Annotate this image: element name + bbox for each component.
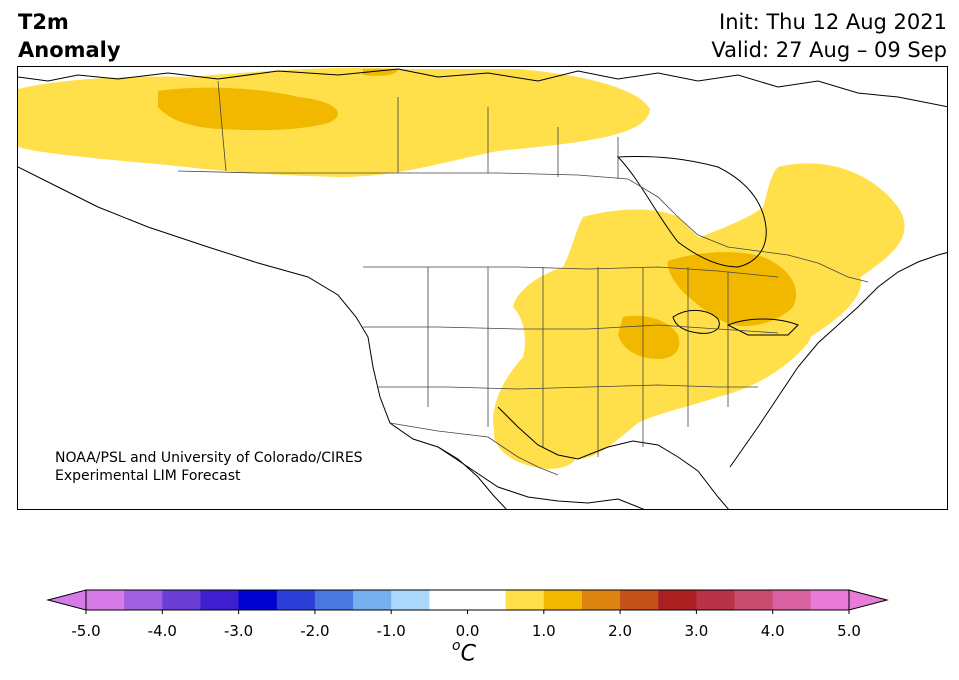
colorbar-bin-16 [696, 590, 736, 610]
colorbar-bin-4 [238, 590, 278, 610]
title-subtitle: Anomaly [18, 38, 121, 62]
colorbar-bins [86, 590, 850, 610]
anomaly-core-hudson [363, 69, 398, 76]
anomaly-core-ontario [667, 252, 797, 327]
colorbar-bin-3 [200, 590, 240, 610]
credit-text: NOAA/PSL and University of Colorado/CIRE… [55, 449, 363, 485]
coastline-gulf [497, 406, 729, 509]
political-borders [177, 80, 869, 476]
coastline-hudson-bay [616, 155, 767, 268]
border-us-states-row1 [363, 266, 779, 278]
colorbar-tick-label-8: 3.0 [684, 622, 708, 640]
colorbar-tick-label-2: -3.0 [224, 622, 253, 640]
colorbar-extend-low [46, 589, 87, 611]
colorbar-tick-label-6: 1.0 [532, 622, 556, 640]
colorbar-bin-13 [581, 590, 621, 610]
border-us-canada [177, 170, 869, 283]
colorbar-bin-14 [620, 590, 659, 610]
coastline-east [729, 252, 947, 468]
colorbar-tick-label-0: -5.0 [71, 622, 100, 640]
colorbar-bin-8 [391, 590, 430, 610]
border-us-states-vertical [427, 267, 729, 457]
anomaly-region-northeast-us [738, 272, 862, 362]
colorbar-bin-6 [314, 590, 354, 610]
colorbar-bin-17 [734, 590, 774, 610]
unit-letter: C [460, 641, 476, 667]
coastline-great-lakes [672, 310, 799, 336]
colorbar-tick-label-4: -1.0 [377, 622, 406, 640]
colorbar-tick-label-9: 4.0 [761, 622, 785, 640]
title-variable: T2m [18, 10, 69, 34]
forecast-dates: Init: Thu 12 Aug 2021 Valid: 27 Aug – 09… [711, 8, 947, 64]
colorbar-bin-12 [543, 590, 583, 610]
colorbar-bin-7 [353, 590, 392, 610]
colorbar-tick-label-10: 5.0 [837, 622, 861, 640]
init-date: Init: Thu 12 Aug 2021 [719, 10, 947, 34]
anomaly-region-northwest-canada [18, 67, 650, 177]
border-canada-provinces [397, 97, 619, 179]
colorbar-bin-15 [658, 590, 697, 610]
anomaly-core-yukon [158, 87, 338, 131]
coastlines [18, 68, 947, 509]
valid-period: Valid: 27 Aug – 09 Sep [711, 38, 947, 62]
border-us-states-row3 [378, 384, 758, 390]
colorbar-tick-label-7: 2.0 [608, 622, 632, 640]
colorbar-tick-label-5: 0.0 [456, 622, 480, 640]
credit-line-2: Experimental LIM Forecast [55, 468, 241, 484]
colorbar-bin-10 [467, 590, 507, 610]
colorbar-bin-2 [162, 590, 201, 610]
border-us-mexico [389, 422, 559, 476]
anomaly-region-texas [494, 407, 580, 469]
colorbar-bin-18 [772, 590, 812, 610]
colorbar-bin-19 [810, 590, 850, 610]
credit-line-1: NOAA/PSL and University of Colorado/CIRE… [55, 450, 363, 466]
coastline-west [18, 166, 507, 509]
anomaly-map [17, 66, 948, 510]
colorbar-bin-0 [86, 590, 125, 610]
coastline-arctic [18, 68, 947, 108]
map-svg [18, 67, 947, 509]
map-title: T2m Anomaly [18, 8, 121, 64]
colorbar-bin-11 [505, 590, 545, 610]
colorbar-extend-high [848, 589, 889, 611]
colorbar-ticks: -5.0 -4.0 -3.0 -2.0 -1.0 0.0 1.0 2.0 3.0 4.0 5.0 [71, 610, 861, 640]
colorbar-bin-1 [124, 590, 163, 610]
colorbar-unit: oC [452, 638, 476, 667]
border-alaska-canada [217, 80, 227, 172]
coastline-mexico [437, 446, 645, 509]
border-us-states-row2 [363, 324, 779, 334]
colorbar-bin-9 [429, 590, 468, 610]
colorbar-bin-5 [276, 590, 316, 610]
colorbar-tick-label-1: -4.0 [148, 622, 177, 640]
anomaly-fill-dark [158, 69, 797, 359]
colorbar-tick-label-3: -2.0 [300, 622, 329, 640]
colorbar: -5.0 -4.0 -3.0 -2.0 -1.0 0.0 1.0 2.0 3.0 4.0 5.0 [46, 589, 889, 640]
unit-degree: o [452, 638, 461, 654]
